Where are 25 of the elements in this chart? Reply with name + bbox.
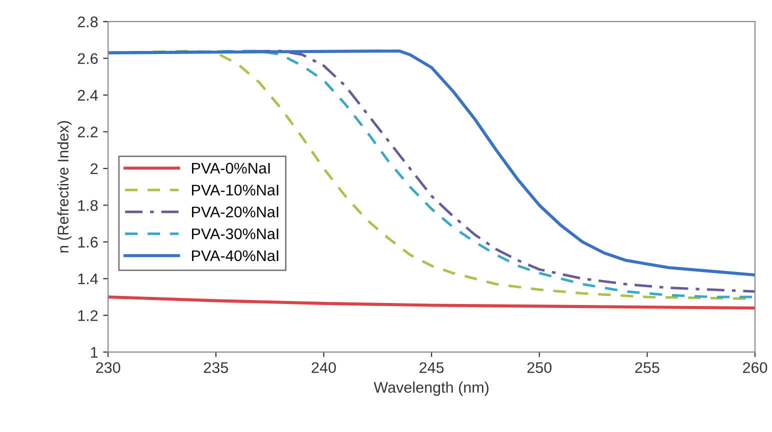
line-series [108,295,756,310]
x-tick-label: 240 [312,362,336,374]
x-tick-label: 255 [635,362,660,374]
y-tick-label: 1 [91,347,98,358]
legend-label: PVA-30%NaI [192,228,278,240]
x-tick-label: 235 [204,362,228,374]
x-tick-label: 245 [420,362,444,374]
legend-label: PVA-0%NaI [192,162,270,174]
y-tick-label: 1.2 [78,310,98,321]
y-tick-label: 2 [90,163,98,174]
y-tick-label: 2.6 [78,53,98,64]
y-tick-label: 1.4 [78,274,98,284]
y-tick-label: 1.8 [78,200,98,211]
x-tick-label: 230 [96,362,120,374]
legend-label: PVA-10%NaI [192,184,278,196]
legend-label: PVA-20%NaI [192,206,278,218]
y-axis-title: n (Refrective Index) [57,121,72,252]
x-tick-label: 250 [527,362,552,374]
x-axis-title: Wavelength (nm) [374,382,488,396]
y-tick-label: 2.2 [78,126,98,138]
y-tick-label: 2.4 [78,90,98,101]
legend-label: PVA-40%NaI [192,250,278,262]
y-tick-label: 1.6 [78,236,98,248]
x-tick-label: 260 [743,362,768,374]
y-tick-label: 2.8 [78,16,98,28]
